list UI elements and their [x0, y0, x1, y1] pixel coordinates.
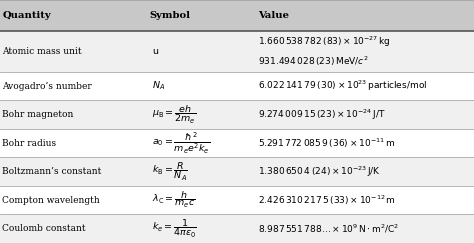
- Bar: [0, 157, 474, 186]
- Text: $6.022\,141\,79\,(30)\times 10^{23}\,\mathrm{particles/mol}$: $6.022\,141\,79\,(30)\times 10^{23}\,\ma…: [258, 79, 428, 93]
- Text: $8.987\,551\,788\ldots\times 10^{9}\,\mathrm{N}\cdot\mathrm{m}^2/\mathrm{C}^2$: $8.987\,551\,788\ldots\times 10^{9}\,\ma…: [258, 223, 400, 235]
- Text: Value: Value: [258, 11, 289, 20]
- Text: Boltzmann’s constant: Boltzmann’s constant: [2, 167, 102, 176]
- Bar: [0, 129, 474, 157]
- Text: $\mu_\mathrm{B} = \dfrac{eh}{2m_e}$: $\mu_\mathrm{B} = \dfrac{eh}{2m_e}$: [152, 104, 196, 126]
- Text: Atomic mass unit: Atomic mass unit: [2, 47, 82, 56]
- Text: $\lambda_\mathrm{C} = \dfrac{h}{m_e c}$: $\lambda_\mathrm{C} = \dfrac{h}{m_e c}$: [152, 190, 195, 210]
- Text: $k_\mathrm{B} = \dfrac{R}{N_A}$: $k_\mathrm{B} = \dfrac{R}{N_A}$: [152, 160, 188, 183]
- Text: Avogadro’s number: Avogadro’s number: [2, 82, 92, 91]
- Text: $1.660\,538\,782\,(83)\times 10^{-27}\,\mathrm{kg}$: $1.660\,538\,782\,(83)\times 10^{-27}\,\…: [258, 34, 391, 49]
- Text: Bohr magneton: Bohr magneton: [2, 110, 74, 119]
- Text: $N_A$: $N_A$: [152, 80, 165, 92]
- Bar: [0, 72, 474, 100]
- Text: Coulomb constant: Coulomb constant: [2, 224, 86, 233]
- Text: Quantity: Quantity: [2, 11, 51, 20]
- Text: $k_e = \dfrac{1}{4\pi\epsilon_0}$: $k_e = \dfrac{1}{4\pi\epsilon_0}$: [152, 217, 197, 240]
- Text: Bohr radius: Bohr radius: [2, 139, 56, 148]
- Text: $931.494\,028\,(23)\,\mathrm{MeV}/c^{2}$: $931.494\,028\,(23)\,\mathrm{MeV}/c^{2}$: [258, 54, 369, 68]
- Bar: [0, 31, 474, 72]
- Text: Symbol: Symbol: [149, 11, 190, 20]
- Bar: [0, 186, 474, 215]
- Bar: [0, 100, 474, 129]
- Bar: [0, 0, 474, 31]
- Bar: [0, 215, 474, 243]
- Text: Compton wavelength: Compton wavelength: [2, 196, 100, 205]
- Text: $\mathrm{u}$: $\mathrm{u}$: [152, 47, 159, 56]
- Text: $9.274\,009\,15\,(23)\times 10^{-24}\,\mathrm{J/T}$: $9.274\,009\,15\,(23)\times 10^{-24}\,\m…: [258, 107, 386, 122]
- Text: $2.426\,310\,217\,5\,(33)\times 10^{-12}\,\mathrm{m}$: $2.426\,310\,217\,5\,(33)\times 10^{-12}…: [258, 193, 396, 207]
- Text: $a_0 = \dfrac{\hbar^2}{m_e e^2 k_e}$: $a_0 = \dfrac{\hbar^2}{m_e e^2 k_e}$: [152, 130, 210, 156]
- Text: $1.380\,650\,4\,(24)\times 10^{-23}\,\mathrm{J/K}$: $1.380\,650\,4\,(24)\times 10^{-23}\,\ma…: [258, 165, 381, 179]
- Text: $5.291\,772\,085\,9\,(36)\times 10^{-11}\,\mathrm{m}$: $5.291\,772\,085\,9\,(36)\times 10^{-11}…: [258, 137, 395, 150]
